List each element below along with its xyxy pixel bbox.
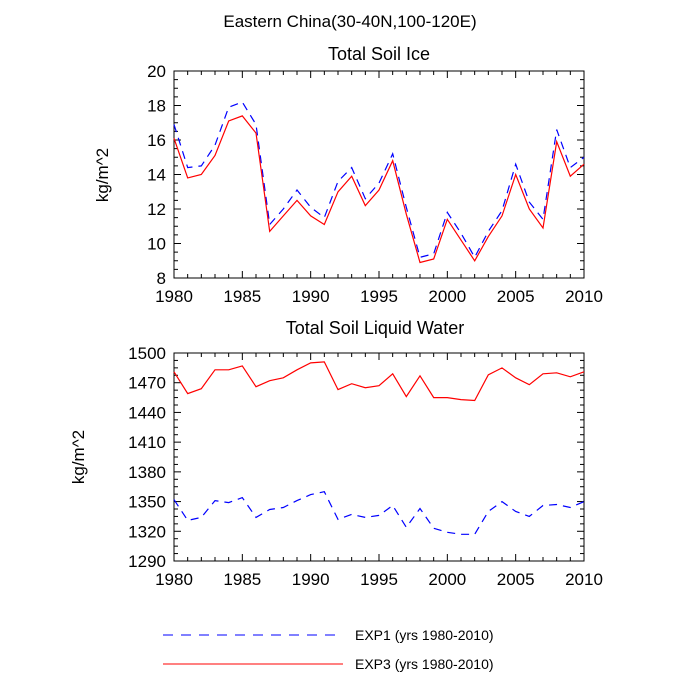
- x-tick-label: 2005: [497, 287, 535, 306]
- y-tick-label: 1350: [128, 493, 166, 512]
- y-tick-label: 14: [147, 166, 166, 185]
- y-tick-label: 18: [147, 97, 166, 116]
- y-tick-label: 20: [147, 62, 166, 81]
- y-tick-label: 1380: [128, 463, 166, 482]
- soil-ice-panel: Total Soil Ice kg/m^2 8 10 12 14 16 18 20 1980 1…: [93, 44, 603, 306]
- panel-title: Total Soil Ice: [328, 44, 430, 64]
- series-line-exp3: [173, 361, 585, 402]
- y-tick-label: 1410: [128, 433, 166, 452]
- y-tick-label: 1470: [128, 374, 166, 393]
- series-line-exp3: [173, 115, 585, 264]
- y-tick-label: 10: [147, 235, 166, 254]
- x-tick-label: 2000: [428, 570, 466, 589]
- y-axis-label: kg/m^2: [69, 430, 88, 484]
- legend: EXP1 (yrs 1980-2010) EXP3 (yrs 1980-2010…: [163, 627, 494, 672]
- x-tick-label: 1995: [360, 287, 398, 306]
- y-tick-label: 12: [147, 200, 166, 219]
- y-tick-label: 8: [157, 269, 166, 288]
- x-tick-label: 2000: [428, 287, 466, 306]
- legend-entry: EXP3 (yrs 1980-2010): [163, 656, 494, 672]
- panel-title: Total Soil Liquid Water: [286, 318, 464, 338]
- legend-label: EXP3 (yrs 1980-2010): [355, 656, 494, 672]
- soil-liquid-water-panel: Total Soil Liquid Water kg/m^2 1290 1320 1…: [69, 318, 603, 589]
- x-tick-label: 2010: [565, 570, 603, 589]
- y-tick-label: 16: [147, 131, 166, 150]
- plot-frame: [173, 70, 585, 279]
- y-tick-label: 1290: [128, 552, 166, 571]
- x-tick-label: 1980: [155, 570, 193, 589]
- y-tick-label: 1500: [128, 344, 166, 363]
- y-axis-label: kg/m^2: [93, 148, 112, 202]
- x-tick-label: 2005: [497, 570, 535, 589]
- plot-frame: [173, 352, 585, 562]
- x-tick-label: 1990: [292, 287, 330, 306]
- legend-label: EXP1 (yrs 1980-2010): [355, 627, 494, 643]
- series-line-exp1: [173, 101, 585, 259]
- x-tick-label: 2010: [565, 287, 603, 306]
- x-tick-label: 1995: [360, 570, 398, 589]
- x-tick-label: 1980: [155, 287, 193, 306]
- x-tick-label: 1985: [223, 570, 261, 589]
- x-tick-label: 1985: [223, 287, 261, 306]
- y-tick-label: 1440: [128, 403, 166, 422]
- x-tick-label: 1990: [292, 570, 330, 589]
- legend-entry: EXP1 (yrs 1980-2010): [163, 627, 494, 643]
- figure-title: Eastern China(30-40N,100-120E): [223, 12, 476, 31]
- series-line-exp1: [173, 491, 585, 535]
- y-tick-label: 1320: [128, 522, 166, 541]
